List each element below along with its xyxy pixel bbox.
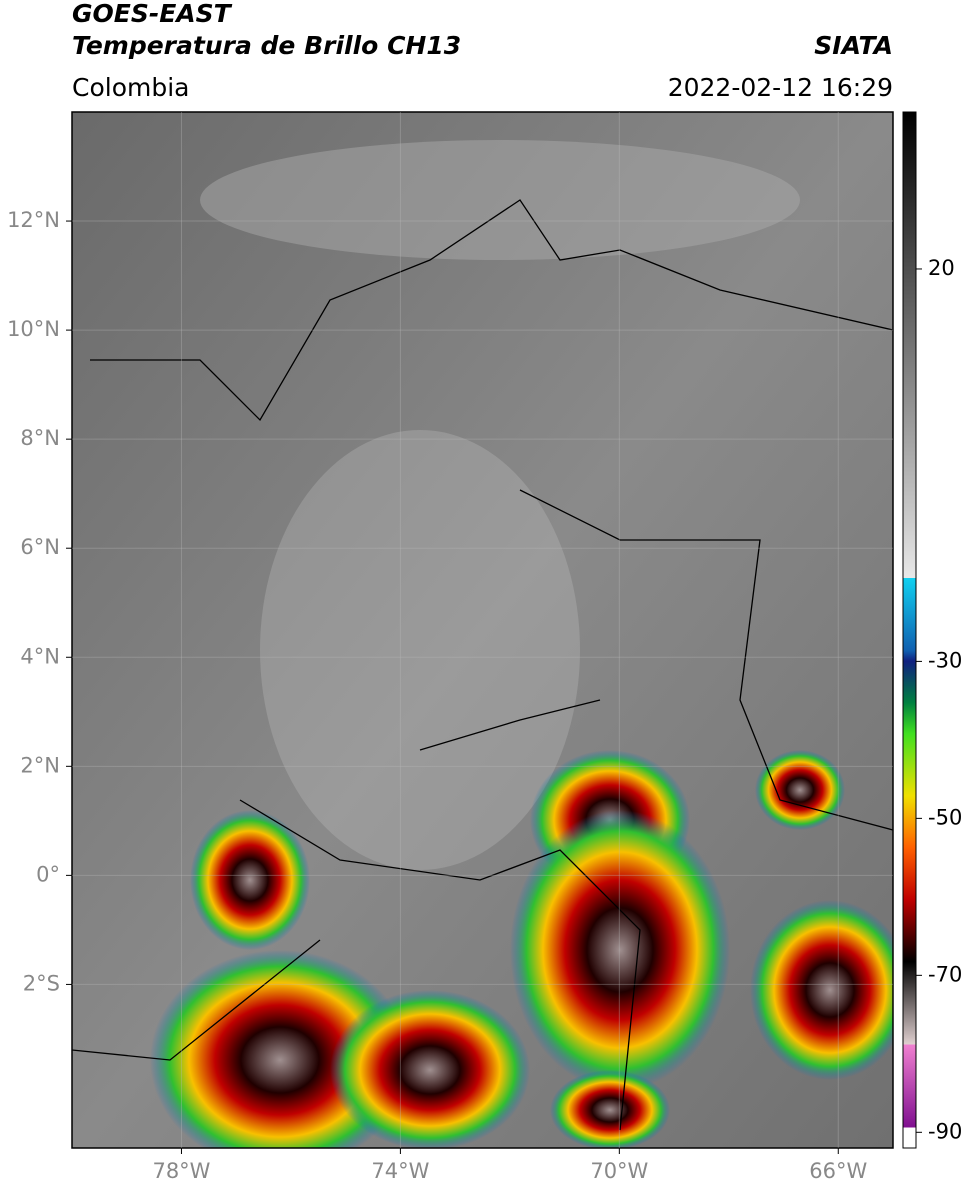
colorbar-tick-label: 20 — [928, 256, 955, 280]
satellite-image — [72, 112, 893, 1148]
source: SIATA — [814, 31, 893, 60]
x-tick-label: 74°W — [371, 1159, 429, 1183]
storm — [550, 1070, 670, 1148]
storm — [510, 810, 730, 1090]
y-tick-label: 0° — [36, 862, 60, 886]
colorbar-tick-label: -50 — [928, 805, 962, 829]
x-tick-label: 66°W — [809, 1159, 867, 1183]
region: Colombia — [72, 73, 189, 102]
colorbar-tick-label: -70 — [928, 962, 962, 986]
cloud — [200, 140, 800, 260]
borders — [72, 199, 893, 1131]
y-tick-label: 6°N — [20, 535, 60, 559]
storm — [330, 990, 530, 1148]
map-frame — [71, 111, 894, 1149]
title: GOES-EAST — [72, 0, 233, 28]
y-tick-label: 12°N — [7, 208, 60, 232]
cloud — [260, 430, 580, 870]
x-tick-label: 70°W — [590, 1159, 648, 1183]
storm — [190, 810, 310, 950]
y-tick-label: 10°N — [7, 317, 60, 341]
datetime: 2022-02-12 16:29 — [668, 73, 893, 102]
colorbar-tick-label: -90 — [928, 1119, 962, 1143]
colorbar-tick-label: -30 — [928, 648, 962, 672]
y-tick-label: 2°N — [20, 753, 60, 777]
subtitle: Temperatura de Brillo CH13 — [72, 31, 461, 60]
storm — [755, 750, 845, 830]
x-tick-label: 78°W — [152, 1159, 210, 1183]
y-tick-label: 4°N — [20, 644, 60, 668]
storm — [750, 900, 893, 1080]
y-tick-label: 2°S — [23, 971, 60, 995]
colorbar — [902, 111, 917, 1149]
y-tick-label: 8°N — [20, 426, 60, 450]
